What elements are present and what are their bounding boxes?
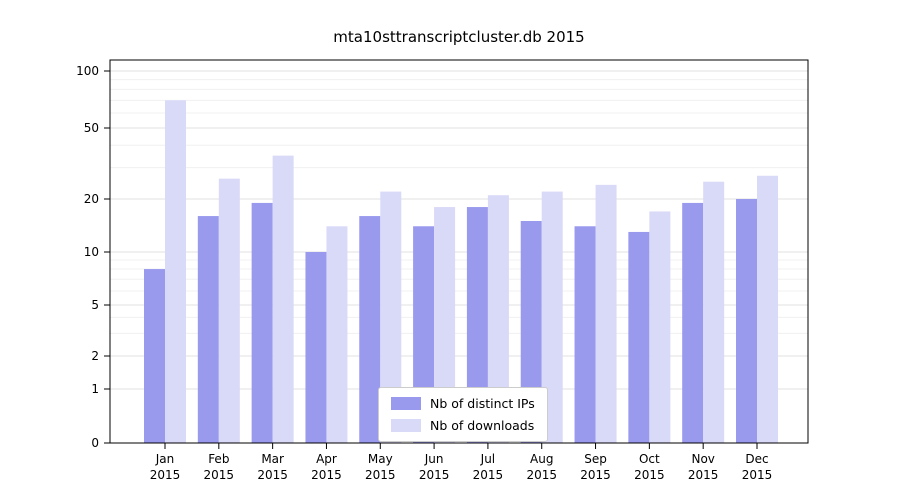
y-tick-label: 50 bbox=[84, 121, 99, 135]
bar-downloads bbox=[272, 155, 294, 443]
bar-distinct-ips bbox=[574, 226, 596, 443]
x-tick-label-month: Jan bbox=[155, 452, 175, 466]
x-tick-label-month: Feb bbox=[208, 452, 229, 466]
x-tick-label-year: 2015 bbox=[257, 468, 288, 482]
bar-distinct-ips bbox=[628, 231, 650, 443]
legend: Nb of distinct IPs Nb of downloads bbox=[378, 387, 548, 442]
bar-distinct-ips bbox=[251, 202, 273, 443]
bar-downloads bbox=[703, 181, 725, 444]
bar-distinct-ips bbox=[197, 216, 219, 443]
legend-row-downloads: Nb of downloads bbox=[391, 418, 535, 433]
bar-downloads bbox=[595, 184, 617, 444]
bar-distinct-ips bbox=[144, 269, 165, 443]
y-tick-label: 2 bbox=[91, 349, 99, 363]
bar-downloads bbox=[218, 178, 240, 444]
bar-downloads bbox=[541, 191, 563, 443]
x-tick-label-month: Jul bbox=[480, 452, 495, 466]
bar-downloads bbox=[165, 100, 186, 443]
legend-label-distinct-ips: Nb of distinct IPs bbox=[430, 396, 535, 411]
bar-distinct-ips bbox=[682, 202, 704, 443]
x-tick-label-year: 2015 bbox=[150, 468, 181, 482]
x-tick-label-month: Apr bbox=[316, 452, 337, 466]
bar-downloads bbox=[380, 191, 402, 443]
legend-row-distinct-ips: Nb of distinct IPs bbox=[391, 396, 535, 411]
x-tick-label-year: 2015 bbox=[634, 468, 665, 482]
x-tick-label-year: 2015 bbox=[580, 468, 611, 482]
bar-downloads bbox=[757, 175, 778, 443]
legend-swatch-downloads bbox=[391, 419, 421, 432]
bar-distinct-ips bbox=[305, 252, 327, 443]
x-tick-label-month: May bbox=[368, 452, 393, 466]
y-tick-label: 0 bbox=[91, 436, 99, 450]
x-tick-label-month: Sep bbox=[584, 452, 607, 466]
bar-downloads bbox=[649, 211, 671, 443]
x-tick-label-month: Aug bbox=[530, 452, 553, 466]
chart-title: mta10sttranscriptcluster.db 2015 bbox=[333, 28, 585, 46]
x-tick-label-year: 2015 bbox=[419, 468, 450, 482]
x-tick-label-month: Mar bbox=[261, 452, 284, 466]
y-tick-label: 20 bbox=[84, 192, 99, 206]
legend-swatch-distinct-ips bbox=[391, 397, 421, 410]
y-tick-label: 1 bbox=[91, 382, 99, 396]
x-tick-label-month: Oct bbox=[639, 452, 660, 466]
x-tick-label-month: Jun bbox=[424, 452, 444, 466]
x-tick-label-year: 2015 bbox=[526, 468, 557, 482]
y-tick-label: 5 bbox=[91, 298, 99, 312]
x-tick-label-month: Dec bbox=[745, 452, 768, 466]
bar-downloads bbox=[326, 226, 348, 443]
bar-distinct-ips bbox=[359, 216, 381, 443]
x-tick-label-year: 2015 bbox=[365, 468, 396, 482]
x-tick-label-year: 2015 bbox=[204, 468, 235, 482]
x-tick-label-month: Nov bbox=[691, 452, 714, 466]
y-tick-label: 100 bbox=[76, 64, 99, 78]
bar-distinct-ips bbox=[736, 199, 757, 443]
x-tick-label-year: 2015 bbox=[688, 468, 719, 482]
y-tick-label: 10 bbox=[84, 245, 99, 259]
x-tick-label-year: 2015 bbox=[742, 468, 773, 482]
bar-downloads bbox=[434, 207, 456, 443]
bar-distinct-ips bbox=[466, 207, 488, 443]
legend-label-downloads: Nb of downloads bbox=[430, 418, 535, 433]
bar-downloads bbox=[487, 195, 509, 443]
x-tick-label-year: 2015 bbox=[311, 468, 342, 482]
x-tick-label-year: 2015 bbox=[473, 468, 504, 482]
